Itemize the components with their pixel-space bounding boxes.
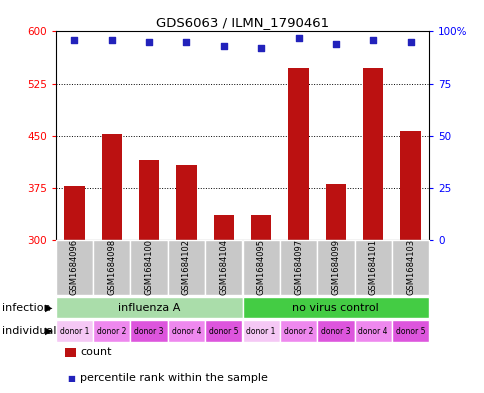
Bar: [64, 185, 85, 240]
Text: GSM1684100: GSM1684100: [144, 239, 153, 295]
Text: donor 4: donor 4: [358, 327, 387, 336]
Bar: [130, 240, 167, 295]
Bar: [205, 240, 242, 295]
Text: donor 1: donor 1: [60, 327, 89, 336]
Bar: [287, 68, 308, 240]
Text: ■: ■: [67, 374, 75, 383]
Bar: [250, 215, 271, 240]
Text: donor 5: donor 5: [209, 327, 238, 336]
Bar: [242, 320, 279, 342]
Text: donor 5: donor 5: [395, 327, 424, 336]
Text: donor 3: donor 3: [320, 327, 350, 336]
Point: [294, 35, 302, 41]
Text: donor 2: donor 2: [283, 327, 313, 336]
Bar: [56, 297, 242, 318]
Bar: [354, 240, 391, 295]
Bar: [354, 320, 391, 342]
Text: GSM1684103: GSM1684103: [405, 239, 414, 295]
Bar: [242, 297, 428, 318]
Point: [182, 39, 190, 45]
Bar: [205, 320, 242, 342]
Bar: [213, 215, 234, 240]
Text: percentile rank within the sample: percentile rank within the sample: [80, 373, 267, 383]
Text: infection: infection: [2, 303, 51, 312]
Text: GSM1684098: GSM1684098: [107, 239, 116, 295]
Bar: [317, 240, 354, 295]
Bar: [176, 165, 197, 240]
Bar: [279, 320, 317, 342]
Text: no virus control: no virus control: [292, 303, 378, 312]
Text: GSM1684095: GSM1684095: [256, 239, 265, 295]
Bar: [399, 131, 420, 240]
Bar: [56, 240, 93, 295]
Bar: [93, 240, 130, 295]
Bar: [317, 320, 354, 342]
Text: donor 4: donor 4: [171, 327, 201, 336]
Text: GSM1684099: GSM1684099: [331, 239, 340, 295]
Text: ▶: ▶: [45, 303, 52, 312]
Point: [219, 43, 227, 49]
Bar: [391, 320, 428, 342]
Text: donor 2: donor 2: [97, 327, 126, 336]
Text: donor 1: donor 1: [246, 327, 275, 336]
Point: [107, 37, 115, 43]
Text: ▶: ▶: [45, 326, 52, 336]
Point: [257, 45, 265, 51]
Bar: [130, 320, 167, 342]
Bar: [101, 134, 122, 240]
Bar: [138, 160, 159, 240]
Text: GSM1684096: GSM1684096: [70, 239, 79, 295]
Bar: [362, 68, 383, 240]
Bar: [325, 184, 346, 240]
Text: GSM1684101: GSM1684101: [368, 239, 377, 295]
Point: [406, 39, 413, 45]
Bar: [167, 320, 205, 342]
Text: count: count: [80, 347, 111, 357]
Text: GSM1684097: GSM1684097: [293, 239, 302, 295]
Bar: [279, 240, 317, 295]
Text: GSM1684102: GSM1684102: [182, 239, 191, 295]
Bar: [93, 320, 130, 342]
Bar: [167, 240, 205, 295]
Point: [145, 39, 153, 45]
Text: influenza A: influenza A: [118, 303, 180, 312]
Point: [71, 37, 78, 43]
Bar: [56, 320, 93, 342]
Text: donor 3: donor 3: [134, 327, 164, 336]
Text: GSM1684104: GSM1684104: [219, 239, 228, 295]
Bar: [242, 240, 279, 295]
Point: [331, 41, 339, 47]
Point: [369, 37, 377, 43]
Title: GDS6063 / ILMN_1790461: GDS6063 / ILMN_1790461: [156, 16, 328, 29]
Bar: [391, 240, 428, 295]
Text: individual: individual: [2, 326, 57, 336]
